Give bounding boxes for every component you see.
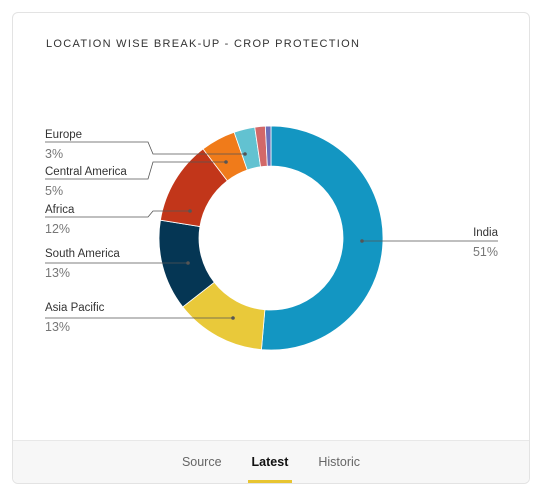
- label-south-america: South America: [45, 248, 120, 260]
- tab-historic[interactable]: Historic: [318, 455, 361, 469]
- label-europe: Europe: [45, 129, 82, 141]
- value-africa: 12%: [45, 222, 70, 236]
- label-india: India: [473, 227, 499, 239]
- leader-dot-south-america: [186, 261, 190, 265]
- chart-title: LOCATION WISE BREAK-UP - CROP PROTECTION: [46, 38, 361, 50]
- leader-dot-india: [360, 239, 364, 243]
- leader-dot-europe: [243, 152, 247, 156]
- leader-dot-asia-pacific: [231, 316, 235, 320]
- value-india: 51%: [473, 245, 498, 259]
- leader-dot-africa: [188, 209, 192, 213]
- value-central-america: 5%: [45, 184, 63, 198]
- value-south-america: 13%: [45, 266, 70, 280]
- donut-chart: India 51% Asia Pacific 13% South America 13% A…: [45, 125, 499, 351]
- slice-other-7[interactable]: [264, 125, 272, 167]
- leader-dot-central-america: [224, 160, 228, 164]
- leader-line-africa: [45, 210, 190, 218]
- label-africa: Africa: [45, 204, 75, 216]
- tab-bar: Source Latest Historic: [13, 441, 529, 483]
- label-asia-pacific: Asia Pacific: [45, 302, 105, 314]
- value-europe: 3%: [45, 147, 63, 161]
- footer-bar: Source Latest Historic: [13, 440, 529, 483]
- tab-latest[interactable]: Latest: [247, 441, 293, 483]
- slice-india[interactable]: [261, 125, 384, 351]
- label-central-america: Central America: [45, 166, 127, 178]
- leader-line-europe: [45, 141, 245, 155]
- value-asia-pacific: 13%: [45, 320, 70, 334]
- tab-source[interactable]: Source: [181, 455, 222, 469]
- chart-card: LOCATION WISE BREAK-UP - CROP PROTECTION…: [12, 12, 530, 484]
- leader-line-central-america: [45, 161, 226, 180]
